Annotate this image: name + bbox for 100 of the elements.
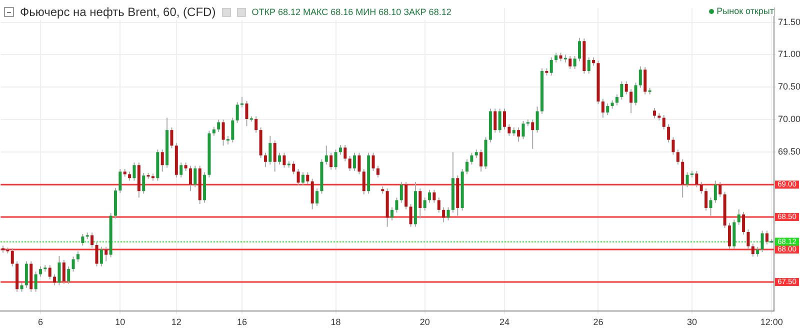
- candlestick: [254, 116, 258, 134]
- candlestick: [132, 162, 136, 182]
- candlestick: [742, 211, 746, 236]
- x-tick-label: 26: [593, 317, 604, 328]
- x-tick-label: 10: [115, 317, 126, 328]
- candlestick: [418, 188, 422, 219]
- candlestick: [728, 222, 731, 250]
- candlestick: [760, 230, 764, 253]
- x-tick-label: 30: [686, 317, 697, 328]
- y-tick-label: 70.00: [778, 114, 800, 124]
- candlestick: [630, 88, 633, 114]
- candlestick: [620, 80, 624, 100]
- candlestick: [48, 264, 52, 280]
- candlestick: [695, 170, 698, 188]
- candlestick: [672, 136, 675, 156]
- candlestick: [34, 271, 38, 292]
- candlestick: [301, 172, 304, 186]
- candlestick: [95, 242, 98, 267]
- candlestick: [554, 52, 558, 64]
- candlestick: [10, 248, 14, 267]
- candlestick: [72, 256, 75, 272]
- x-tick-label: 20: [420, 317, 430, 328]
- candlestick: [718, 182, 722, 198]
- candlestick: [751, 243, 754, 258]
- y-tick-label: 69.50: [778, 146, 800, 157]
- candlestick: [358, 152, 361, 175]
- candlestick: [737, 208, 740, 226]
- candlestick: [746, 228, 750, 250]
- x-tick-label: 12: [171, 317, 182, 328]
- candlestick: [446, 206, 450, 221]
- candlestick: [662, 114, 666, 130]
- candlestick: [58, 256, 61, 286]
- x-tick-label: 18: [330, 317, 341, 328]
- chart-subtitle: ОТКР 68.12 МАКС 68.16 МИН 68.10 ЗАКР 68.12: [252, 7, 452, 17]
- candlestick: [282, 152, 286, 168]
- candlestick: [568, 56, 572, 70]
- candlestick: [118, 168, 122, 194]
- candlestick: [53, 274, 56, 286]
- candlestick: [217, 119, 220, 133]
- candlestick: [686, 172, 689, 188]
- candlestick: [24, 260, 28, 288]
- candlestick: [194, 165, 197, 188]
- candlestick: [638, 66, 642, 88]
- candlestick: [644, 66, 647, 95]
- candlestick: [667, 124, 670, 143]
- x-tick-label: 12:00: [760, 317, 783, 328]
- candlestick: [316, 188, 319, 207]
- candlestick: [494, 108, 497, 134]
- candlestick: [531, 119, 534, 150]
- candlestick: [62, 259, 66, 284]
- candlestick: [81, 233, 84, 246]
- candlestick: [76, 250, 80, 262]
- candlestick: [404, 182, 408, 210]
- y-tick-label: 70.50: [778, 82, 800, 92]
- annotation: Рынок открыт: [716, 6, 774, 16]
- candlestick: [714, 180, 717, 204]
- candlestick: [480, 149, 483, 172]
- candlestick: [170, 126, 174, 149]
- candlestick: [338, 144, 342, 156]
- candlestick: [578, 37, 581, 62]
- candlestick: [362, 168, 366, 195]
- candlestick: [334, 149, 338, 170]
- candlestick: [615, 94, 618, 106]
- candlestick: [587, 56, 590, 74]
- candlestick: [700, 182, 703, 194]
- candlestick: [624, 80, 628, 95]
- candlestick: [522, 120, 525, 140]
- candlestick: [38, 266, 42, 278]
- candlestick: [676, 149, 680, 165]
- x-tick-label: 6: [38, 317, 44, 328]
- y-tick-label: 71.50: [778, 16, 800, 27]
- candlestick: [372, 152, 375, 172]
- candlestick: [681, 158, 684, 198]
- candlestick: [442, 206, 446, 223]
- candlestick: [292, 160, 296, 175]
- candlestick: [306, 172, 310, 184]
- candlestick: [550, 56, 553, 76]
- candlestick: [517, 126, 520, 142]
- candlestick: [573, 56, 576, 70]
- candlestick: [245, 100, 248, 127]
- candlestick: [709, 197, 712, 216]
- candlestick: [100, 246, 103, 267]
- candlestick: [466, 158, 469, 175]
- candlestick: [104, 246, 108, 262]
- candlestick: [278, 152, 282, 165]
- candlestick: [324, 145, 328, 165]
- candlestick: [142, 172, 146, 194]
- chart-title: Фьючерс на нефть Brent, 60, (CFD): [20, 5, 216, 19]
- candlestick: [409, 204, 412, 228]
- candlestick: [310, 178, 314, 210]
- candlestick: [212, 126, 216, 136]
- candlestick: [503, 108, 506, 130]
- candlestick: [90, 232, 94, 248]
- candlestick: [128, 171, 132, 182]
- candlestick: [423, 197, 426, 212]
- candlestick: [188, 165, 192, 192]
- candlestick: [264, 152, 267, 168]
- candlestick: [437, 197, 440, 214]
- candlestick: [348, 156, 352, 172]
- candlestick: [704, 188, 708, 212]
